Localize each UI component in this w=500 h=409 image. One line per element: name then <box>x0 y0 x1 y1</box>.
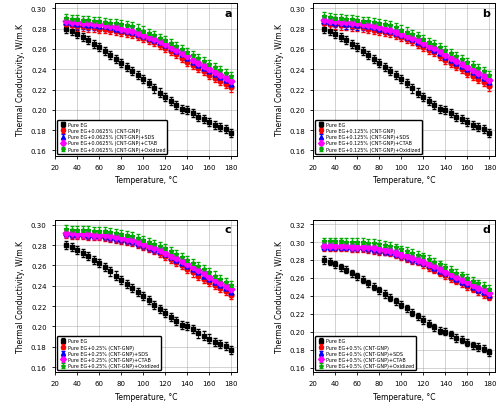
Y-axis label: Thermal Conductivity, W/m.K: Thermal Conductivity, W/m.K <box>274 24 283 136</box>
Text: d: d <box>482 225 490 235</box>
X-axis label: Temperature, °C: Temperature, °C <box>114 176 177 185</box>
Y-axis label: Thermal Conductivity, W/m.K: Thermal Conductivity, W/m.K <box>16 240 26 352</box>
Y-axis label: Thermal Conductivity, W/m.K: Thermal Conductivity, W/m.K <box>16 24 26 136</box>
Text: a: a <box>224 9 232 19</box>
Text: b: b <box>482 9 490 19</box>
Y-axis label: Thermal Conductivity, W/m.K: Thermal Conductivity, W/m.K <box>274 240 283 352</box>
Legend: Pure EG, Pure EG+0.125% (CNT-GNP), Pure EG+0.125% (CNT-GNP)+SDS, Pure EG+0.125% : Pure EG, Pure EG+0.125% (CNT-GNP), Pure … <box>315 121 422 154</box>
Legend: Pure EG, Pure EG+0.0625% (CNT-GNP), Pure EG+0.0625% (CNT-GNP)+SDS, Pure EG+0.062: Pure EG, Pure EG+0.0625% (CNT-GNP), Pure… <box>57 121 167 154</box>
Text: c: c <box>224 225 230 235</box>
Legend: Pure EG, Pure EG+0.5% (CNT-GNP), Pure EG+0.5% (CNT-GNP)+SDS, Pure EG+0.5% (CNT-G: Pure EG, Pure EG+0.5% (CNT-GNP), Pure EG… <box>315 337 416 370</box>
X-axis label: Temperature, °C: Temperature, °C <box>373 176 436 185</box>
X-axis label: Temperature, °C: Temperature, °C <box>373 392 436 401</box>
Legend: Pure EG, Pure EG+0.25% (CNT-GNP), Pure EG+0.25% (CNT-GNP)+SDS, Pure EG+0.25% (CN: Pure EG, Pure EG+0.25% (CNT-GNP), Pure E… <box>57 337 161 370</box>
X-axis label: Temperature, °C: Temperature, °C <box>114 392 177 401</box>
